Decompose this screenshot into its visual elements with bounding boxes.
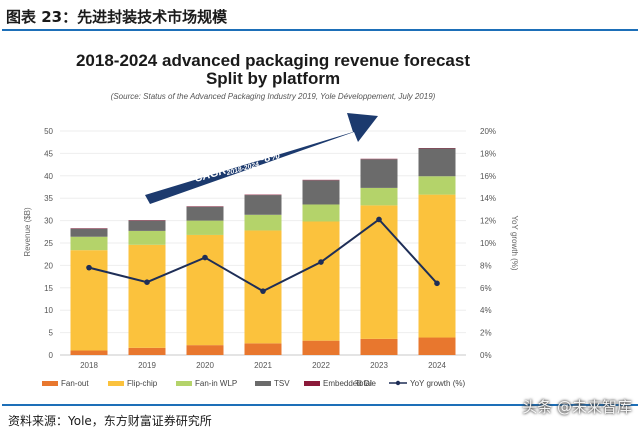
y-tick-label: 20	[44, 261, 53, 270]
y-axis-label: Revenue ($B)	[23, 207, 32, 257]
x-tick-label: 2020	[196, 361, 214, 370]
yoy-growth-point	[434, 280, 440, 287]
x-tick-label: 2018	[80, 361, 98, 370]
legend-label: Total	[355, 379, 372, 388]
y-tick-label: 5	[49, 329, 54, 338]
yoy-growth-point	[202, 254, 208, 261]
legend-marker	[395, 380, 401, 386]
legend: Fan-out Flip-chip Fan-in WLP TSV Embedded Di…	[42, 379, 465, 388]
cagr-value: ~8%	[256, 149, 281, 167]
y2-tick-label: 10%	[480, 239, 496, 248]
y-tick-label: 40	[44, 172, 53, 181]
y-axis-ticks: 0 5 10 15 20 25 30 35 40 45 50	[44, 127, 53, 360]
y-tick-label: 25	[44, 239, 53, 248]
bar-segment-fan-out	[70, 350, 108, 355]
bar-segment-fan-in-wlp	[70, 236, 108, 251]
figure-source: 资料来源：Yole，东方财富证券研究所	[8, 414, 212, 428]
legend-swatch	[255, 381, 271, 386]
cagr-arrow: CAGR2018-2024~8%	[145, 113, 378, 204]
bar-segment-tsv	[418, 148, 456, 177]
x-axis-ticks: 2018 2019 2020 2021 2022 2023 2024	[80, 361, 446, 370]
header-rule	[2, 29, 638, 31]
bar-segment-fan-out	[244, 343, 282, 355]
watermark: 头条 @未来智库	[522, 398, 632, 416]
bar-segment-tsv	[186, 206, 224, 221]
bar-segment-fan-in-wlp	[244, 214, 282, 231]
bar-segment-flip-chip	[128, 244, 166, 348]
y2-tick-label: 16%	[480, 172, 496, 181]
bar-segment-flip-chip	[360, 205, 398, 339]
yoy-growth-line	[86, 216, 440, 294]
chart-title: 2018-2024 advanced packaging revenue for…	[76, 51, 470, 70]
x-tick-label: 2022	[312, 361, 330, 370]
legend-label: YoY growth (%)	[410, 379, 465, 388]
y-tick-label: 15	[44, 284, 53, 293]
cagr-annotation: CAGR2018-2024~8%	[193, 149, 282, 186]
x-tick-label: 2019	[138, 361, 156, 370]
yoy-growth-point	[376, 216, 382, 223]
legend-swatch	[304, 381, 320, 386]
bar-segment-tsv	[128, 220, 166, 231]
source-note: (Source: Status of the Advanced Packagin…	[111, 92, 436, 101]
bar-segment-flip-chip	[418, 194, 456, 338]
chart-subtitle: Split by platform	[206, 69, 340, 88]
bar-segment-flip-chip	[244, 230, 282, 344]
cagr-period: 2018-2024	[225, 161, 260, 177]
bar-segment-tsv	[244, 195, 282, 215]
legend-label: TSV	[274, 379, 290, 388]
y2-tick-label: 8%	[480, 261, 492, 270]
y-tick-label: 0	[49, 351, 54, 360]
x-tick-label: 2021	[254, 361, 272, 370]
y2-tick-label: 4%	[480, 306, 492, 315]
y2-tick-label: 12%	[480, 217, 496, 226]
bar-segment-fan-in-wlp	[186, 220, 224, 235]
legend-label: Fan-in WLP	[195, 379, 237, 388]
x-tick-label: 2024	[428, 361, 446, 370]
legend-swatch	[176, 381, 192, 386]
bar-segment-tsv	[302, 180, 340, 205]
yoy-growth-point	[144, 279, 150, 286]
legend-swatch	[108, 381, 124, 386]
y2-tick-label: 2%	[480, 329, 492, 338]
legend-label: Flip-chip	[127, 379, 158, 388]
bar-segment-fan-out	[186, 345, 224, 355]
legend-swatch	[42, 381, 58, 386]
y2-axis-ticks: 0% 2% 4% 6% 8% 10% 12% 14% 16% 18% 20%	[480, 127, 496, 360]
y-tick-label: 45	[44, 149, 53, 158]
bar-segment-flip-chip	[302, 221, 340, 341]
bar-segment-fan-out	[302, 340, 340, 355]
y2-tick-label: 0%	[480, 351, 492, 360]
legend-label: Fan-out	[61, 379, 89, 388]
yoy-growth-point	[260, 288, 266, 294]
cagr-arrow-shape	[145, 113, 378, 204]
yoy-growth-point	[86, 264, 92, 271]
bar-segment-fan-in-wlp	[128, 230, 166, 245]
yoy-growth-point	[318, 259, 324, 265]
y2-tick-label: 6%	[480, 284, 492, 293]
y-tick-label: 50	[44, 127, 53, 136]
x-tick-label: 2023	[370, 361, 388, 370]
bar-segment-flip-chip	[186, 234, 224, 346]
bar-segment-fan-in-wlp	[418, 176, 456, 195]
bar-segment-fan-out	[360, 338, 398, 355]
bar-segment-tsv	[70, 228, 108, 237]
legend-label: Embedded Die	[323, 379, 376, 388]
y2-tick-label: 20%	[480, 127, 496, 136]
footer-rule	[2, 404, 638, 406]
stacked-bars	[70, 148, 456, 355]
bar-segment-fan-out	[418, 337, 456, 355]
y-tick-label: 35	[44, 194, 53, 203]
y2-tick-label: 18%	[480, 149, 496, 158]
y2-tick-label: 14%	[480, 194, 496, 203]
y2-axis-label: YoY growth (%)	[510, 215, 519, 270]
bar-segment-fan-in-wlp	[302, 204, 340, 222]
bar-segment-tsv	[360, 159, 398, 188]
bar-segment-fan-out	[128, 347, 166, 355]
y-tick-label: 10	[44, 306, 53, 315]
y-tick-label: 30	[44, 217, 53, 226]
figure-header: 图表 23：先进封装技术市场规模	[6, 8, 228, 26]
bar-segment-fan-in-wlp	[360, 187, 398, 206]
